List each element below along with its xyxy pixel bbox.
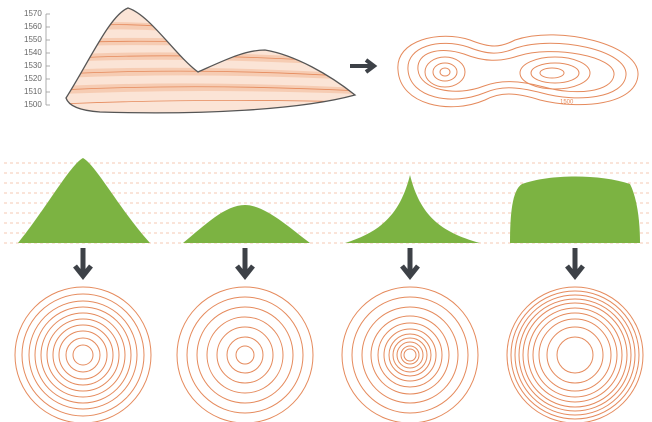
- contour-ring: [52, 324, 114, 386]
- elevation-label: 1500: [24, 100, 42, 109]
- elevation-label: 1530: [24, 61, 42, 70]
- profile-peak: [345, 175, 480, 243]
- contour-ring: [392, 337, 428, 373]
- contour-ring: [400, 345, 420, 365]
- contour-ring: [34, 306, 132, 404]
- contour-ring: [186, 296, 304, 414]
- contour-ring: [514, 294, 636, 416]
- arrow: [73, 248, 93, 281]
- elevation-label: 1540: [24, 48, 42, 57]
- arrow: [350, 58, 378, 74]
- contour-ring: [196, 306, 294, 404]
- contour-ring: [226, 336, 264, 374]
- contour-ring: [370, 315, 450, 395]
- contour-ring: [518, 298, 632, 412]
- contour-label: 1500: [560, 100, 574, 106]
- contour-ring: [556, 336, 594, 374]
- elevation-label: 1550: [24, 35, 42, 44]
- elevation-label: 1510: [24, 87, 42, 96]
- contour-ring: [235, 345, 255, 365]
- mountain-outline: [65, 7, 357, 114]
- contour-ring: [28, 300, 138, 410]
- contour-rings: [14, 248, 644, 422]
- contour-ring: [527, 307, 623, 403]
- arrow: [565, 248, 585, 281]
- contour-ring: [506, 286, 644, 422]
- contour-ring: [58, 330, 108, 380]
- contour-ring: [206, 316, 284, 394]
- contour-ring: [546, 326, 604, 384]
- contour-ring: [510, 290, 640, 420]
- contour-ring: [46, 318, 120, 392]
- contour-ring: [65, 337, 101, 373]
- contour-ring: [216, 326, 274, 384]
- arrow: [235, 248, 255, 281]
- profile-plateau: [510, 176, 640, 243]
- contour-ring: [40, 312, 126, 398]
- contour-ring: [176, 286, 314, 422]
- contour-ring: [351, 296, 469, 414]
- profile-gentle: [183, 205, 310, 243]
- elevation-label: 1560: [24, 22, 42, 31]
- contour-ring: [21, 293, 145, 417]
- mountain-bands: [66, 8, 355, 113]
- profile-steep: [18, 158, 150, 243]
- contour-ring: [396, 341, 424, 369]
- contour-ring: [403, 348, 417, 362]
- elevation-label: 1520: [24, 74, 42, 83]
- elevation-axis: 1570 1560 1550 1540 1530 1520 1510 1500: [24, 9, 50, 109]
- contour-ring: [341, 286, 479, 422]
- contour-ring: [14, 286, 152, 422]
- profiles: [18, 158, 640, 243]
- arrow: [400, 248, 420, 281]
- contour-ring: [538, 318, 612, 392]
- contour-ring: [361, 306, 459, 404]
- contour-map: [397, 34, 639, 108]
- contour-ring: [72, 344, 94, 366]
- contour-ring: [383, 328, 437, 382]
- contour-ring: [532, 312, 618, 398]
- contour-ring: [388, 333, 432, 377]
- contour-ring: [377, 322, 443, 388]
- elevation-label: 1570: [24, 9, 42, 18]
- contour-ring: [522, 302, 628, 408]
